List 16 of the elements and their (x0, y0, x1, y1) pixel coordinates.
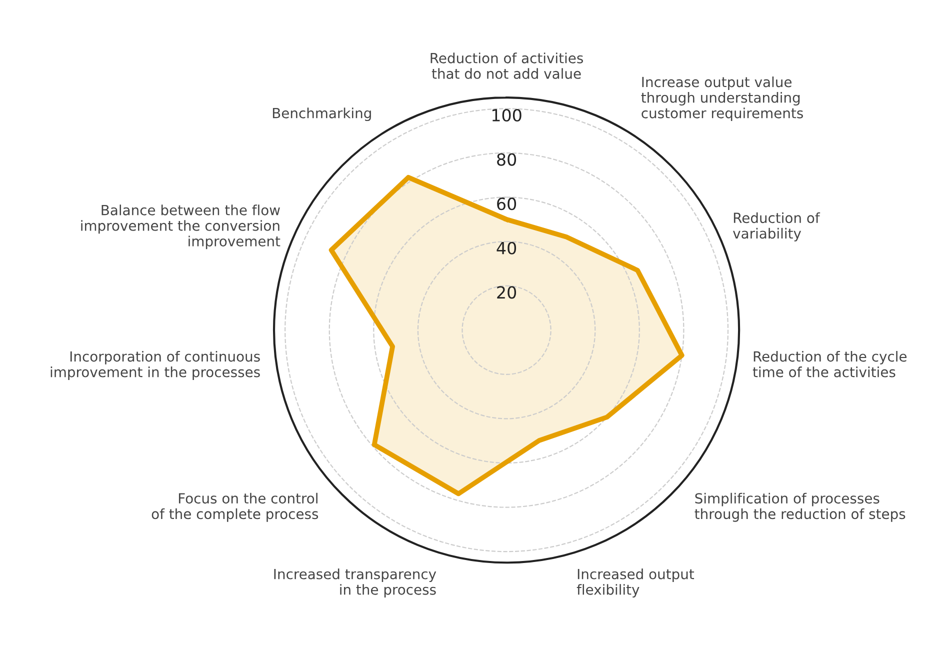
spoke-label: Balance between the flow improvement the conversion improvement (81, 204, 280, 250)
spoke-label: Increase output value through understanding customer requirements (641, 76, 803, 122)
spoke-label: Incorporation of continuous improvement in the processes (50, 350, 260, 380)
spoke-label: Reduction of the cycle time of the activities (752, 350, 907, 378)
y-tick-label: 60 (497, 198, 516, 210)
y-tick-label: 80 (497, 153, 516, 166)
spoke-label: Reduction of variability (733, 212, 820, 242)
spoke-label: Increased transparency in the process (274, 568, 436, 598)
spoke-label: Simplification of processes through the reduction of steps (694, 492, 906, 522)
spoke-label: Reduction of activities that do not add value (430, 52, 583, 79)
y-tick-label: 20 (497, 286, 516, 299)
spoke-label: Increased output flexibility (576, 568, 694, 598)
spoke-label: Benchmarking (272, 108, 371, 122)
y-tick-label: 40 (496, 242, 516, 254)
spoke-label: Focus on the control of the complete process (152, 492, 318, 522)
y-tick-label: 100 (492, 108, 522, 122)
